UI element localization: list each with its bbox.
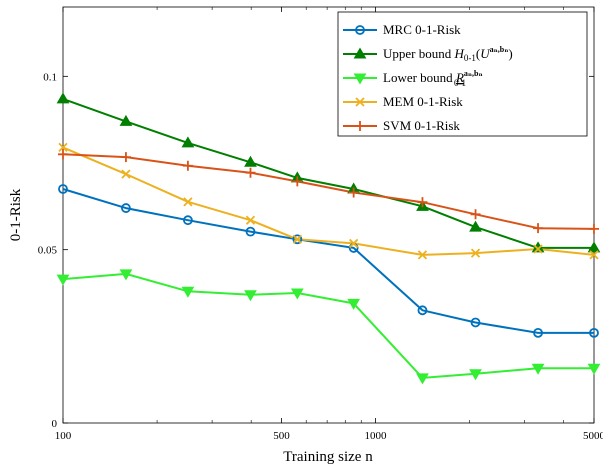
data-point-svm	[120, 152, 131, 163]
data-point-lower	[531, 363, 545, 375]
legend-label-mem: MEM 0-1-Risk	[383, 94, 463, 109]
data-point-lower	[56, 274, 70, 286]
data-point-mrc	[470, 317, 481, 328]
legend-marker-svm	[355, 121, 365, 131]
legend-upper-sub: 0-1	[464, 53, 476, 63]
data-point-mrc	[121, 203, 131, 213]
data-point-svm	[589, 223, 599, 234]
data-point-mrc	[533, 327, 543, 338]
data-point-mrc	[589, 327, 599, 338]
legend-upper-open: (	[476, 46, 480, 61]
y-axis-label: 0-1-Risk	[8, 188, 24, 241]
legend: MRC 0-1-Risk Upper bound H0-1(Uaₙ,bₙ) Lo…	[337, 11, 588, 137]
data-point-svm	[348, 187, 359, 198]
legend-upper-u: U	[480, 46, 491, 61]
data-point-lower	[244, 290, 257, 302]
y-tick-label: 0.1	[43, 71, 57, 83]
data-point-lower	[347, 298, 361, 310]
legend-upper-close: )	[508, 46, 512, 61]
axis-ticks: 100 500 1000 5000 0 0.05 0.1	[38, 7, 603, 442]
data-point-upper	[119, 114, 133, 126]
data-point-mem	[470, 248, 481, 258]
data-point-lower	[181, 286, 195, 298]
series-markers	[56, 92, 601, 385]
data-point-upper	[587, 241, 601, 253]
legend-marker-mem	[355, 97, 365, 107]
data-point-mem	[292, 234, 302, 244]
y-tick-label: 0	[52, 418, 58, 430]
data-point-mrc	[183, 215, 193, 226]
data-point-svm	[182, 160, 193, 171]
legend-label-mrc: MRC 0-1-Risk	[383, 22, 461, 37]
data-point-lower	[587, 363, 601, 375]
x-tick-label: 1000	[365, 430, 388, 442]
y-tick-label: 0.05	[38, 245, 58, 257]
data-point-lower	[416, 373, 429, 385]
legend-upper-h: H	[454, 46, 465, 61]
data-point-lower	[290, 288, 304, 300]
data-point-upper	[56, 92, 70, 104]
series-lines	[62, 97, 595, 379]
legend-lower-sup: aₙ,bₙ	[464, 69, 483, 78]
data-point-mem	[245, 215, 256, 225]
legend-upper-sup: aₙ,bₙ	[490, 45, 509, 54]
legend-lower-r: R	[455, 70, 464, 85]
data-point-svm	[470, 209, 481, 220]
legend-box	[337, 11, 588, 137]
data-point-lower	[469, 369, 482, 381]
legend-label-lower: Lower bound Raₙ,bₙ 0-1	[383, 69, 483, 88]
series-line-mem	[62, 146, 595, 256]
data-point-mem	[58, 142, 68, 153]
series-line-svm	[62, 153, 595, 230]
data-point-svm	[58, 149, 68, 160]
legend-lower-sub: 0-1	[454, 78, 466, 88]
data-point-mem	[589, 250, 599, 260]
data-point-upper	[181, 136, 195, 148]
data-point-mem	[183, 197, 193, 207]
data-point-mrc	[245, 226, 256, 237]
data-point-svm	[417, 197, 428, 208]
series-line-upper	[62, 97, 594, 249]
legend-upper-prefix: Upper bound	[383, 46, 455, 61]
data-point-upper	[469, 220, 482, 232]
data-point-mem	[533, 244, 543, 254]
data-point-mrc	[292, 234, 303, 245]
data-point-mem	[417, 250, 428, 260]
x-tick-label: 500	[273, 430, 290, 442]
data-point-svm	[292, 176, 303, 187]
x-tick-label: 100	[55, 430, 72, 442]
data-point-mem	[349, 238, 359, 249]
series-line-mrc	[62, 188, 594, 334]
x-tick-label: 5000	[583, 430, 603, 442]
data-point-mrc	[417, 305, 428, 316]
legend-marker-mrc	[355, 25, 365, 35]
data-point-svm	[245, 167, 256, 178]
legend-samples	[343, 25, 377, 131]
series-line-lower	[62, 272, 594, 379]
legend-marker-lower	[353, 73, 367, 85]
data-point-svm	[533, 223, 544, 234]
data-point-mem	[121, 169, 131, 179]
legend-lower-prefix: Lower bound	[383, 70, 456, 85]
x-axis-label: Training size n	[283, 449, 373, 465]
data-point-lower	[119, 269, 133, 281]
legend-label-upper: Upper bound H0-1(Uaₙ,bₙ)	[383, 45, 513, 63]
data-point-upper	[244, 155, 257, 167]
legend-marker-upper	[353, 47, 367, 59]
data-point-mrc	[58, 184, 68, 194]
legend-label-svm: SVM 0-1-Risk	[383, 118, 460, 133]
